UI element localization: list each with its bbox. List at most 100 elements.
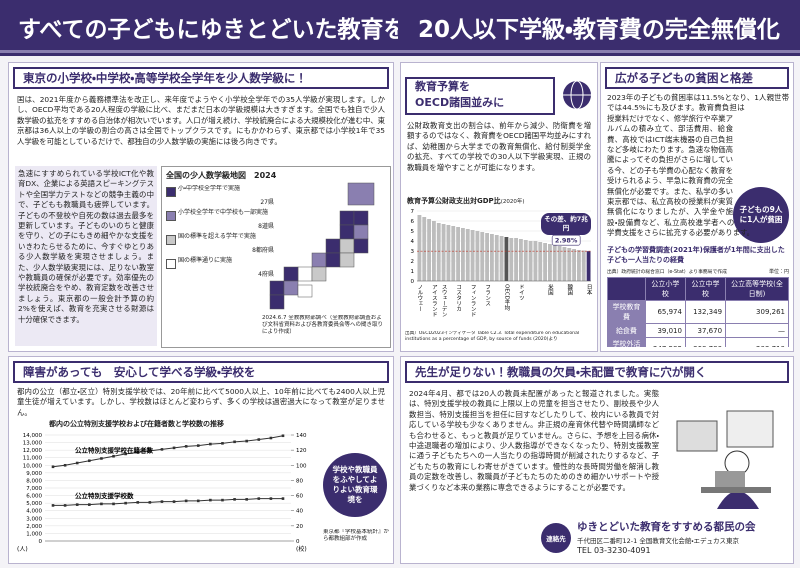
section-heading: 教育予算を OECD諸国並みに (405, 77, 555, 115)
bar (480, 232, 485, 281)
point (160, 500, 164, 503)
map-note: 2024.6.7 全教教財部調べ（全教教財部調査および文科省資料および各教育委員… (262, 315, 384, 335)
point (233, 498, 236, 501)
point (245, 439, 248, 443)
y2-tick-label: 40 (296, 509, 303, 515)
point (281, 434, 285, 438)
cell: 203,710 (725, 337, 789, 347)
table-row: 給食費 39,010 37,670— (607, 323, 789, 338)
y-tick-label: 3,000 (26, 516, 42, 522)
section-heading: 先生が足りない！教職員の欠員・未配置で教育に穴が開く (405, 361, 789, 383)
x-tick-label: OECD平均 (503, 284, 510, 312)
y-tick-label: 10,000 (23, 463, 43, 469)
body-text: 2023年の子どもの貧困率は11.5%となり、1人親世帯では44.5%にも及びま… (607, 93, 789, 238)
bar (572, 249, 576, 281)
point (245, 498, 248, 501)
bar (509, 238, 514, 281)
column-header: 公立中学校 (684, 277, 727, 301)
x-tick-label: 米国 (547, 283, 554, 297)
map-region (353, 210, 369, 226)
bar (548, 244, 552, 281)
bar (494, 235, 499, 281)
row-header: 学校外活動費 (607, 337, 646, 347)
bar (446, 225, 451, 281)
bar (577, 250, 581, 281)
y-tick-label: 5,000 (26, 501, 42, 507)
bar (461, 228, 465, 281)
cell: 132,349 (684, 300, 727, 324)
bar (557, 246, 562, 281)
cell: 37,670 (684, 323, 727, 338)
left-title: すべての子どもにゆきとどいた教育を！ (18, 17, 398, 43)
y-tick-label: 2,000 (26, 524, 42, 530)
table-title: 子どもの学習費調査(2021年)保護者が1年間に支出した子ども一人当たりの経費 (607, 246, 785, 264)
map-region (353, 238, 369, 254)
chart-title: 教育予算公財政支出対GDP比(2020年) (407, 196, 593, 206)
point (196, 444, 200, 447)
map-region (269, 294, 285, 310)
bar (538, 242, 543, 281)
badge: 学校や教職員をふやしてよりよい教育環境を (323, 453, 387, 517)
map-region (297, 266, 313, 282)
legend-label: 国の標準を超える学年で実施 (178, 233, 256, 240)
point (51, 504, 55, 507)
x-tick-label: ノルウェー (416, 284, 423, 312)
legend-count: 8道県 (258, 223, 274, 230)
point (184, 445, 188, 448)
map-region (283, 266, 299, 282)
point (63, 504, 67, 507)
point (75, 503, 79, 506)
class-size-section: 東京の小学校・中学校・高等学校全学年を少人数学級に！ 国は、2021年度から義務… (8, 62, 394, 352)
right-title: 20人以下学級・教育費の完全無償化！ (418, 17, 788, 43)
table-source: 出典）政府統計の総合窓口（e-Stat）より事務局で作成 (607, 270, 727, 275)
map-region (269, 280, 285, 296)
cell: 39,010 (644, 323, 686, 338)
globe-icon (563, 80, 591, 110)
point (63, 463, 67, 467)
x-tick-label: フィンランド (470, 284, 477, 318)
teachers-section: 先生が足りない！教職員の欠員・未配置で教育に穴が開く 2024年4月、都では20… (400, 356, 794, 564)
map-region (297, 284, 313, 298)
y2-tick-label: 60 (296, 494, 303, 500)
column-header: 公立小学校 (644, 277, 686, 301)
point (112, 502, 115, 506)
point (269, 497, 273, 500)
bar (514, 238, 518, 281)
map (269, 182, 375, 310)
table-wrap: 公立小学校 公立中学校 公立高等学校(全日制) 学校教育費 65,974 132,349 3… (607, 277, 789, 347)
bar (470, 230, 475, 281)
legend-swatch (166, 259, 176, 269)
series-label: 公立特別支援学校在籍者数 (75, 445, 154, 454)
tel: TEL 03-3230-4091 (577, 546, 651, 555)
budget-section: 教育予算を OECD諸国並みに 公財政教育支出の割合は、前年から減少、防衛費を増… (400, 62, 598, 352)
bar (533, 241, 538, 281)
legend-swatch (166, 235, 176, 245)
cell: 247,582 (644, 337, 686, 347)
bar (432, 221, 436, 281)
table-row: 学校教育費 65,974 132,349 309,261 (607, 300, 789, 324)
bar (441, 224, 446, 281)
point (148, 449, 152, 453)
point (233, 440, 236, 444)
y2-tick-label: 0 (296, 539, 300, 545)
legend-item: 国の標準通りに実施 4府県 (166, 257, 276, 279)
x-tick-label: 韓国 (566, 283, 573, 297)
point (100, 502, 103, 506)
bar (475, 231, 480, 281)
point (88, 459, 91, 463)
x-tick-label: 日本 (586, 284, 593, 297)
legend-swatch (166, 187, 176, 197)
point (184, 499, 188, 503)
x-tick-label: ドイツ (518, 284, 525, 301)
table-row: 学校外活動費247,582368,780203,710 (607, 337, 789, 347)
bar-chart: 0 1 2 3 4 5 6 7 ノルウェー アイスランド スウェーデン コスタリカ フィンランド フランス… (411, 209, 593, 318)
point (172, 446, 176, 450)
corner-cell (607, 277, 646, 301)
point (88, 503, 91, 506)
bar (456, 227, 460, 281)
y-tick-label: 6 (411, 219, 415, 225)
point (172, 500, 176, 503)
bar (427, 219, 431, 281)
map-region (353, 224, 369, 240)
